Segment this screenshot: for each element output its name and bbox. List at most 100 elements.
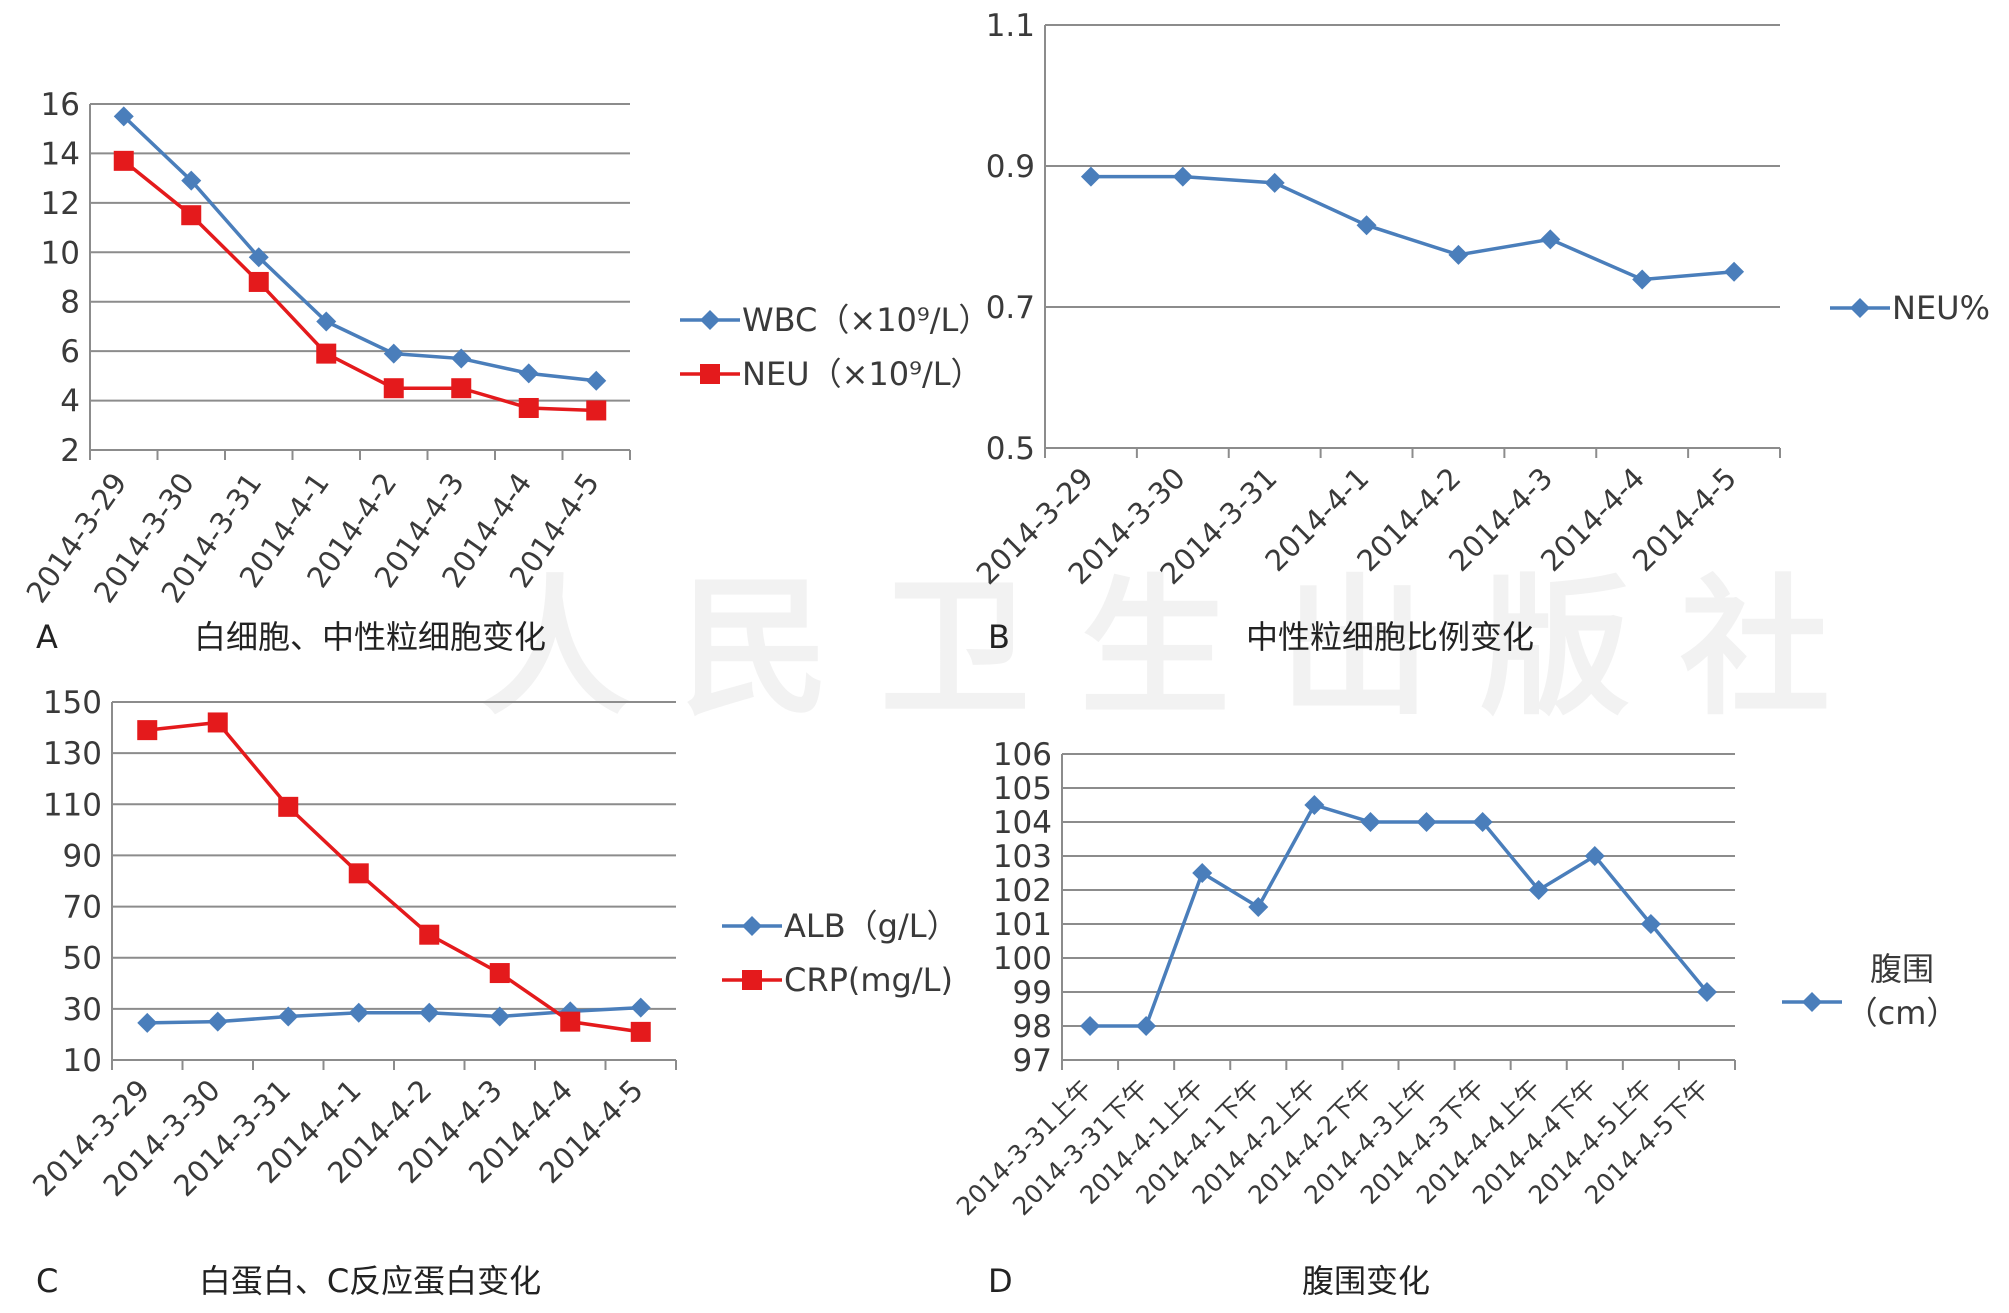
data-point-NEU% [1632,269,1653,290]
series-line-CRP [147,720,642,1034]
chart-panel-d: 9798991001011021031041051062014-3-31上午20… [951,737,1958,1300]
y-tick-label: 1.1 [986,8,1035,44]
y-tick-label: 90 [63,838,102,874]
y-tick-label: 30 [63,992,102,1028]
y-tick-label: 104 [993,805,1052,841]
legend-marker-NEU% [1850,298,1870,318]
legend-marker-腹围 [1802,992,1822,1012]
data-point-腹围 [1472,812,1493,832]
y-tick-label: 150 [43,685,102,721]
data-point-腹围 [1528,880,1549,900]
series-line-WBC [122,115,597,383]
panel-caption: 白细胞、中性粒细胞变化 [194,618,546,656]
data-point-腹围 [1192,863,1213,883]
y-tick-label: 10 [63,1043,102,1079]
data-point-腹围 [1584,846,1605,866]
data-point-CRP [348,863,369,884]
data-point-CRP [419,924,440,945]
legend-label: 腹围 [1870,950,1934,988]
legend-marker-WBC [700,310,720,330]
data-point-NEU [181,205,202,226]
y-tick-label: 103 [993,839,1052,875]
data-point-NEU% [1264,172,1285,193]
legend-label: NEU（×10⁹/L） [742,355,983,393]
series-line-NEU [122,159,597,413]
y-tick-label: 99 [1013,975,1052,1011]
data-point-NEU% [1080,166,1101,187]
panel-letter: D [988,1262,1013,1300]
panel-letter: B [988,618,1010,656]
data-point-WBC [113,106,134,127]
y-tick-label: 0.9 [986,149,1035,185]
legend-label: CRP(mg/L) [784,961,953,999]
data-point-CRP [489,963,510,984]
y-tick-label: 14 [41,136,80,172]
legend-marker-CRP [742,970,762,990]
y-tick-label: 8 [60,285,80,321]
chart-panel-b: 0.50.70.91.12014-3-292014-3-302014-3-312… [970,8,1990,656]
data-point-CRP [278,796,299,817]
y-tick-label: 16 [41,87,80,123]
y-tick-label: 70 [63,890,102,926]
data-point-ALB [419,1002,440,1023]
legend-marker-NEU [700,364,720,384]
y-tick-label: 106 [993,737,1052,773]
legend-label: ALB（g/L） [784,907,959,945]
y-tick-label: 110 [43,787,102,823]
data-point-NEU% [1448,244,1469,265]
data-point-CRP [207,712,228,733]
y-tick-label: 2 [60,433,80,469]
data-point-WBC [383,343,404,364]
panel-letter: A [36,618,58,656]
data-point-NEU [113,150,134,171]
data-point-ALB [348,1002,369,1023]
data-point-WBC [248,247,269,268]
data-point-腹围 [1360,812,1381,832]
series-line-NEU% [1090,174,1735,282]
data-point-ALB [489,1006,510,1027]
legend-label: WBC（×10⁹/L） [742,301,990,339]
y-tick-label: 130 [43,736,102,772]
y-tick-label: 0.5 [986,431,1035,467]
y-tick-label: 6 [60,334,80,370]
panel-caption: 中性粒细胞比例变化 [1246,618,1534,656]
y-tick-label: 0.7 [986,290,1035,326]
y-tick-label: 100 [993,941,1052,977]
legend-label: （cm） [1846,994,1959,1032]
series-line-腹围 [1090,802,1709,1028]
data-point-ALB [137,1012,158,1033]
data-point-WBC [518,363,539,384]
data-point-NEU [248,271,269,292]
data-point-ALB [630,997,651,1018]
data-point-NEU [383,378,404,399]
y-tick-label: 50 [63,941,102,977]
data-point-WBC [181,170,202,191]
data-point-NEU [316,343,337,364]
data-point-CRP [137,720,158,741]
y-tick-label: 105 [993,771,1052,807]
panel-letter: C [36,1262,58,1300]
data-point-腹围 [1696,982,1717,1002]
data-point-腹围 [1304,795,1325,815]
y-tick-label: 101 [993,907,1052,943]
data-point-ALB [207,1011,228,1032]
data-point-WBC [451,348,472,369]
data-point-NEU [518,397,539,418]
data-point-CRP [630,1021,651,1042]
data-point-腹围 [1416,812,1437,832]
data-point-NEU [451,378,472,399]
y-tick-label: 4 [60,384,80,420]
data-point-NEU% [1540,229,1561,250]
y-tick-label: 98 [1013,1009,1052,1045]
legend-marker-ALB [742,916,762,936]
y-tick-label: 97 [1013,1043,1052,1079]
data-point-NEU% [1172,166,1193,187]
watermark-text: 人民卫生出版社 [480,560,1880,736]
data-point-腹围 [1248,897,1269,917]
data-point-腹围 [1640,914,1661,934]
data-point-ALB [278,1006,299,1027]
panel-caption: 腹围变化 [1302,1262,1430,1300]
y-tick-label: 10 [41,235,80,271]
y-tick-label: 12 [41,186,80,222]
